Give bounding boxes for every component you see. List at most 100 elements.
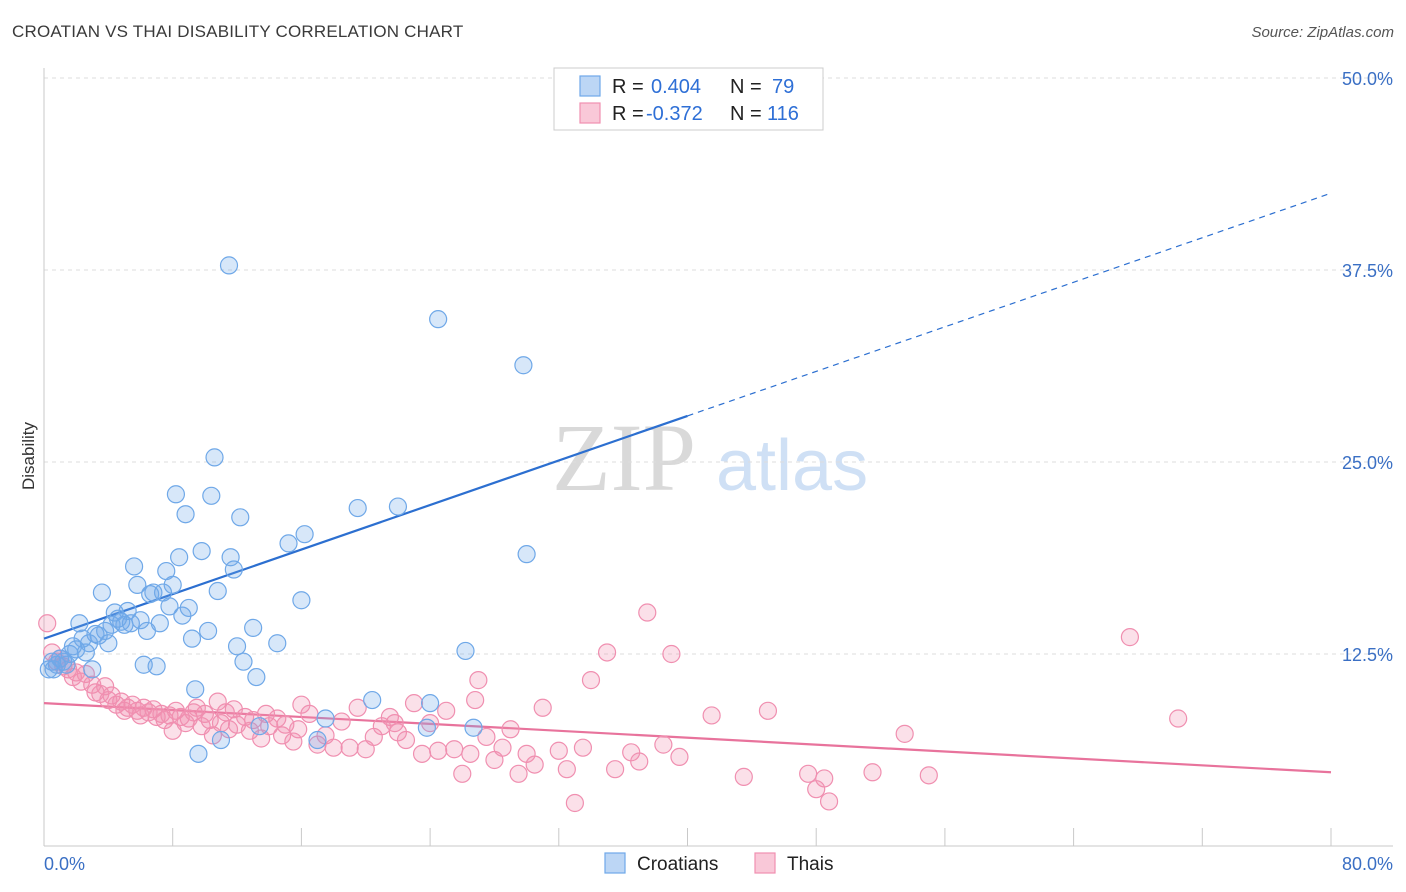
thai-point-62 [324, 738, 343, 757]
thai-point-111 [919, 766, 938, 785]
thai-point-59 [300, 704, 319, 724]
thai-point-84 [501, 720, 520, 739]
thai-point-109 [863, 763, 882, 782]
croatian-point-52 [208, 581, 227, 601]
croatian-point-63 [268, 634, 287, 653]
x-tick-label-max: 80.0% [1342, 854, 1393, 874]
croatian-point-58 [234, 652, 253, 671]
croatian-point-70 [363, 690, 382, 710]
y-tick-labels: 12.5% 25.0% 37.5% 50.0% [1342, 69, 1393, 665]
croatian-point-67 [308, 730, 327, 750]
thai-point-115 [385, 714, 404, 733]
legend-r-label-1: R = [612, 103, 644, 125]
croatian-point-76 [388, 497, 408, 516]
croatian-point-13 [79, 634, 99, 653]
thai-point-95 [606, 760, 625, 779]
thai-point-92 [573, 738, 593, 757]
trend-line-croatians [43, 414, 688, 640]
thai-point-94 [597, 643, 617, 662]
croatian-point-40 [166, 485, 186, 504]
legend-swatch-thais [579, 102, 601, 124]
croatian-point-17 [92, 583, 112, 602]
bottom-legend-croatians: Croatians [637, 854, 718, 875]
trend-line-thais [43, 702, 1332, 774]
croatian-point-50 [202, 486, 221, 505]
thai-point-63 [332, 712, 351, 731]
y-tick-label-2: 37.5% [1342, 261, 1393, 281]
thai-point-13 [96, 677, 115, 696]
croatian-point-57 [231, 508, 250, 527]
legend: R = 0.404 N = 79 R = -0.372 N = 116 [553, 67, 824, 131]
x-tick-label-min: 0.0% [44, 854, 85, 874]
croatian-point-68 [316, 709, 335, 728]
thai-point-65 [348, 698, 367, 717]
croatian-point-43 [176, 505, 195, 524]
thai-point-54 [272, 726, 292, 745]
croatian-point-19 [99, 634, 118, 653]
thai-point-87 [525, 755, 544, 774]
thai-point-75 [429, 741, 448, 760]
thai-point-114 [466, 690, 485, 710]
bottom-legend-swatch-thais [754, 852, 776, 874]
croatian-point-69 [348, 498, 367, 518]
thai-point-107 [815, 769, 834, 788]
croatian-point-14 [83, 660, 102, 679]
croatian-point-51 [205, 448, 224, 467]
thai-point-15 [102, 686, 121, 705]
croatian-point-45 [182, 629, 202, 648]
croatian-point-75 [514, 356, 533, 375]
thai-point-77 [445, 740, 464, 759]
croatian-point-59 [219, 256, 239, 275]
croatian-point-72 [429, 310, 448, 329]
legend-r-label-0: R = [612, 76, 644, 98]
thai-point-98 [638, 603, 657, 622]
thai-point-57 [289, 720, 308, 739]
thai-point-80 [469, 671, 488, 690]
legend-n-value-0: 79 [772, 76, 794, 98]
watermark: ZIP atlas [552, 404, 868, 511]
thai-point-76 [437, 701, 456, 720]
thai-point-103 [734, 767, 753, 786]
trend-lines [43, 192, 1332, 774]
croatian-point-38 [160, 597, 179, 616]
croatian-point-48 [192, 541, 211, 561]
legend-swatch-croatians [579, 75, 601, 97]
croatian-point-34 [147, 657, 166, 676]
croatian-point-61 [247, 667, 266, 687]
thai-point-81 [477, 727, 496, 747]
croatian-point-29 [131, 611, 150, 630]
legend-r-value-0: 0.404 [651, 76, 701, 98]
croatian-point-78 [456, 641, 475, 661]
data-points [38, 256, 1188, 813]
thai-point-71 [396, 730, 416, 750]
thai-point-99 [654, 735, 673, 754]
thai-point-90 [557, 760, 576, 779]
thai-point-112 [1120, 628, 1140, 647]
thai-point-105 [799, 764, 818, 783]
y-tick-label-0: 12.5% [1342, 645, 1393, 665]
thai-point-97 [630, 752, 649, 771]
thai-point-72 [404, 694, 424, 713]
croatian-point-56 [227, 637, 247, 656]
croatian-point-39 [163, 575, 182, 594]
thai-point-104 [758, 701, 778, 720]
chart-title: CROATIAN VS THAI DISABILITY CORRELATION … [12, 22, 464, 41]
y-tick-label-3: 50.0% [1342, 69, 1393, 89]
croatian-point-44 [179, 598, 198, 618]
croatian-point-6 [57, 655, 76, 674]
croatian-point-33 [144, 583, 163, 602]
thai-point-108 [819, 792, 839, 811]
source-label: Source: ZipAtlas.com [1251, 24, 1394, 41]
y-tick-label-1: 25.0% [1342, 453, 1393, 473]
thai-point-79 [461, 744, 480, 763]
thai-point-88 [533, 698, 552, 717]
bottom-legend-swatch-croatians [604, 852, 626, 874]
croatian-point-41 [170, 548, 189, 567]
croatian-point-53 [211, 730, 231, 750]
croatian-point-28 [128, 575, 147, 594]
croatian-point-62 [250, 717, 269, 736]
croatian-point-77 [464, 718, 483, 737]
thai-point-113 [1169, 709, 1188, 728]
watermark-atlas: atlas [716, 426, 868, 506]
thai-point-93 [581, 671, 601, 690]
